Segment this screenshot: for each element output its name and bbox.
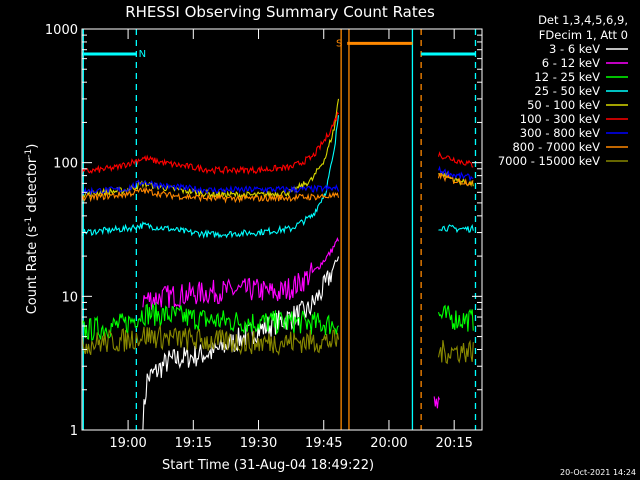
y-axis-label-end: ) [25, 144, 40, 149]
series-line-6 [82, 179, 340, 196]
series-line-1 [142, 236, 340, 310]
y-axis-label-sup-1: -1 [24, 217, 34, 226]
plot-frame [81, 28, 483, 431]
series-line-2 [81, 302, 339, 342]
y-axis-label-sup-2: -1 [24, 149, 34, 158]
axis-layer: 1 10 100 1000 19:00 19:15 19:30 19:45 20:00 20:15 [45, 23, 483, 451]
x-axis-label: Start Time (31-Aug-04 18:49:22) [162, 458, 374, 473]
legend-entry-1: 6 - 12 keV [542, 56, 600, 70]
legend-header-2: FDecim 1, Att 0 [539, 28, 628, 42]
series-line-late-1 [433, 395, 441, 409]
legend-entry-3: 25 - 50 keV [534, 84, 600, 98]
chart-title: RHESSI Observing Summary Count Rates [125, 3, 435, 21]
x-tick-label-0: 19:00 [109, 436, 146, 451]
x-tick-label-2: 19:30 [240, 436, 277, 451]
x-tick-label-4: 20:00 [370, 436, 407, 451]
legend-entry-8: 7000 - 15000 keV [498, 154, 600, 168]
y-tick-label-3: 1000 [45, 23, 78, 38]
legend-entry-4: 50 - 100 keV [527, 98, 600, 112]
flag-label-1: S [336, 38, 342, 49]
y-axis-label-mid: detector [25, 157, 40, 217]
legend-header-1: Det 1,3,4,5,6,9, [538, 13, 628, 27]
series-line-4 [81, 98, 340, 201]
legend-entry-6: 300 - 800 keV [520, 126, 600, 140]
series-line-7 [81, 186, 340, 204]
series-layer [81, 98, 474, 431]
series-line-8 [81, 325, 340, 356]
legend-entry-7: 800 - 7000 keV [512, 140, 600, 154]
series-line-late-2 [437, 304, 474, 332]
series-line-late-5 [437, 151, 474, 168]
legend-entry-0: 3 - 6 keV [549, 42, 600, 56]
series-line-0 [142, 256, 340, 431]
legend-entry-5: 100 - 300 keV [520, 112, 600, 126]
y-axis-label-main: Count Rate (s [25, 226, 40, 315]
y-tick-label-0: 1 [70, 424, 78, 439]
legend-entry-2: 12 - 25 keV [534, 70, 600, 84]
series-line-late-8 [437, 339, 474, 365]
x-tick-label-1: 19:15 [175, 436, 212, 451]
footer-timestamp: 20-Oct-2021 14:24 [560, 468, 636, 477]
series-line-5 [81, 111, 339, 176]
legend: Det 1,3,4,5,6,9, FDecim 1, Att 0 3 - 6 k… [498, 13, 628, 168]
series-line-3 [81, 115, 340, 239]
x-tick-label-3: 19:45 [305, 436, 342, 451]
y-tick-label-1: 10 [61, 290, 78, 305]
y-axis-label: Count Rate (s-1 detector-1) [24, 144, 40, 315]
flag-layer: NS [82, 29, 477, 430]
y-tick-label-2: 100 [53, 157, 78, 172]
x-tick-label-5: 20:15 [435, 436, 472, 451]
series-line-late-6 [437, 165, 474, 181]
flag-label-0: N [139, 49, 146, 60]
series-line-late-7 [437, 172, 474, 186]
series-line-late-3 [438, 223, 474, 234]
